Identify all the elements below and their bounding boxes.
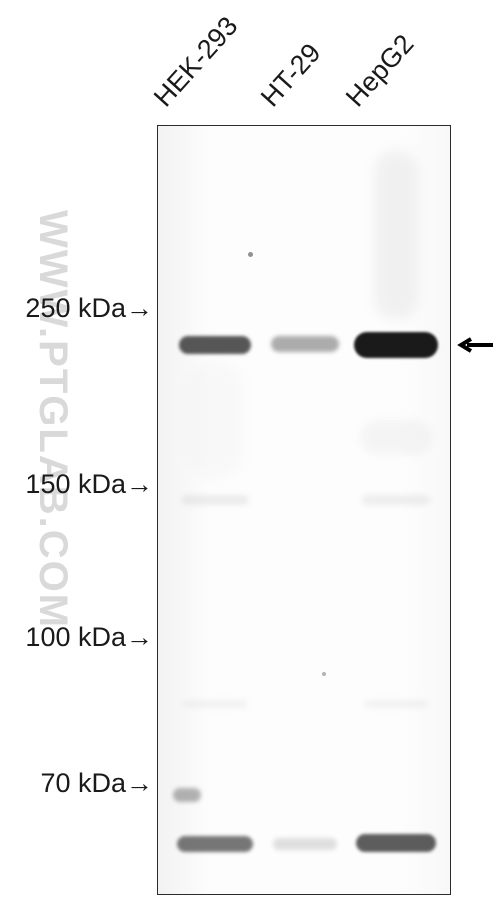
artifact-speck	[322, 672, 326, 676]
mw-marker-label: 150 kDa→	[25, 469, 153, 500]
blot-figure: WWW.PTGLAB.COM HEK-293HT-29HepG2 250 kDa…	[0, 0, 500, 903]
faint-band	[183, 700, 247, 708]
lane-label: HepG2	[340, 29, 420, 113]
faint-band	[374, 150, 418, 320]
faint-band	[362, 495, 430, 505]
faint-band	[173, 788, 201, 802]
lane-label: HEK-293	[148, 11, 244, 113]
protein-band	[179, 336, 251, 354]
mw-marker-label: 70 kDa→	[40, 768, 153, 799]
protein-band	[271, 336, 339, 352]
protein-band	[356, 834, 436, 852]
faint-band	[187, 360, 243, 480]
protein-band	[177, 836, 253, 852]
mw-marker-label: 250 kDa→	[25, 293, 153, 324]
faint-band	[360, 420, 432, 455]
mw-marker-label: 100 kDa→	[25, 622, 153, 653]
protein-band	[273, 838, 337, 850]
protein-band	[354, 332, 438, 358]
faint-band	[364, 700, 428, 708]
watermark-text: WWW.PTGLAB.COM	[30, 210, 75, 629]
target-arrow-icon	[457, 336, 493, 354]
faint-band	[181, 495, 249, 505]
lane-label: HT-29	[255, 38, 327, 113]
artifact-speck	[248, 252, 253, 257]
